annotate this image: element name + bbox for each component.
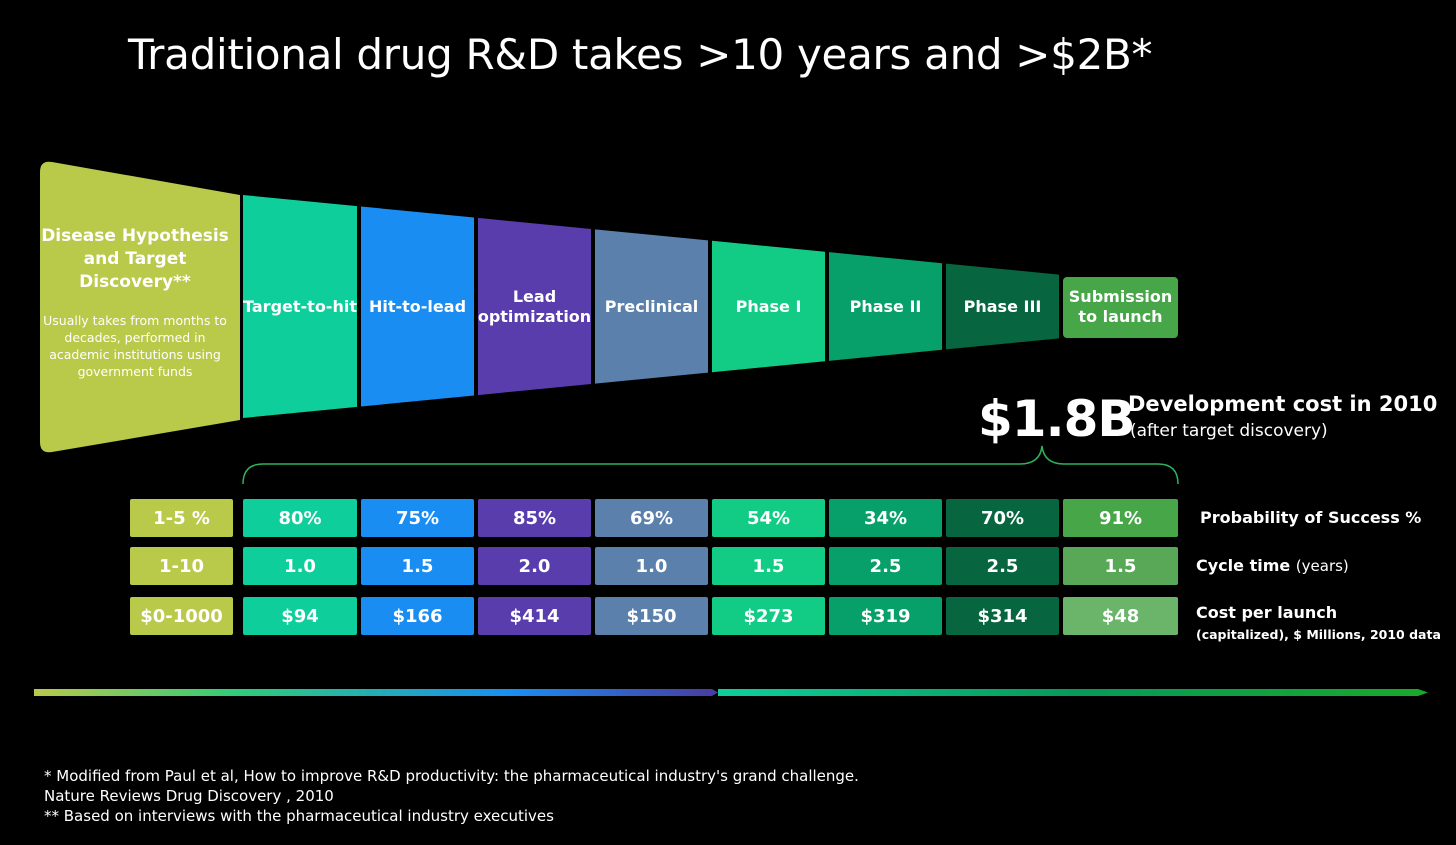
row-label-cycle-time: Cycle time (years) [1196,556,1349,575]
row-label-cycle-time-text: Cycle time [1196,556,1291,575]
funnel-segment-lead-optimization [478,217,591,396]
footnote-3: ** Based on interviews with the pharmace… [44,807,554,825]
cell-preclinical-cycle-time: 1.0 [595,547,708,585]
footnote-1: * Modified from Paul et al, How to impro… [44,767,859,785]
cell-target-to-hit-cost: $94 [243,597,357,635]
cell-phase-ii-cycle-time: 2.5 [829,547,942,585]
footnotes: * Modified from Paul et al, How to impro… [44,766,859,826]
progress-arrow-discovery [34,689,718,696]
cell-phase-iii-probability: 70% [946,499,1059,537]
total-cost-value: $1.8B [978,390,1135,448]
funnel-segment-phase-ii [829,252,942,361]
funnel-segment-discovery [40,161,240,453]
stage-label-phase-i: Phase I [735,297,802,316]
cell-preclinical-probability: 69% [595,499,708,537]
total-cost-note: (after target discovery) [1130,421,1328,441]
row-label-probability: Probability of Success % [1200,508,1422,527]
cell-phase-i-cycle-time: 1.5 [712,547,825,585]
stage-label-lead-optimization: Lead optimization [477,287,592,326]
cell-hit-to-lead-probability: 75% [361,499,474,537]
funnel-segment-preclinical [595,229,708,384]
cell-phase-i-probability: 54% [712,499,825,537]
cell-submission-to-launch-cycle-time: 1.5 [1063,547,1178,585]
cell-phase-ii-probability: 34% [829,499,942,537]
cell-hit-to-lead-cycle-time: 1.5 [361,547,474,585]
funnel-segment-submission-to-launch [1063,277,1178,338]
cell-submission-to-launch-probability: 91% [1063,499,1178,537]
funnel-segment-target-to-hit [243,195,357,418]
cell-target-to-hit-cycle-time: 1.0 [243,547,357,585]
row-label-cycle-time-suffix: (years) [1295,557,1349,575]
stage-label-hit-to-lead: Hit-to-lead [368,297,467,316]
funnel-segment-hit-to-lead [361,206,474,407]
cell-discovery-cost: $0-1000 [130,597,233,635]
cell-phase-iii-cost: $314 [946,597,1059,635]
cell-hit-to-lead-cost: $166 [361,597,474,635]
cell-discovery-cycle-time: 1-10 [130,547,233,585]
cell-phase-i-cost: $273 [712,597,825,635]
funnel-segment-phase-i [712,240,825,373]
cell-target-to-hit-probability: 80% [243,499,357,537]
row-label-cost-sub: (capitalized), $ Millions, 2010 data [1196,627,1441,642]
discovery-note: Usually takes from months to decades, pe… [43,313,227,379]
cell-submission-to-launch-cost: $48 [1063,597,1178,635]
stage-label-submission-to-launch: Submission to launch [1068,287,1173,326]
total-cost-description: Development cost in 2010 [1128,392,1438,416]
discovery-title: Disease Hypothesis and Target Discovery*… [41,226,229,292]
cell-lead-optimization-cost: $414 [478,597,591,635]
stage-label-target-to-hit: Target-to-hit [243,297,357,316]
stage-label-phase-ii: Phase II [849,297,922,316]
funnel-segment-phase-iii [946,263,1059,350]
cell-phase-iii-cycle-time: 2.5 [946,547,1059,585]
progress-arrow-development [718,689,1428,696]
row-label-cost: Cost per launch [1196,603,1338,622]
cell-lead-optimization-cycle-time: 2.0 [478,547,591,585]
cell-phase-ii-cost: $319 [829,597,942,635]
footnote-2: Nature Reviews Drug Discovery , 2010 [44,787,334,805]
discovery-stage: Disease Hypothesis and Target Discovery*… [40,225,230,380]
cell-preclinical-cost: $150 [595,597,708,635]
stage-label-preclinical: Preclinical [604,297,699,316]
cost-bracket [242,445,1179,485]
cell-lead-optimization-probability: 85% [478,499,591,537]
cell-discovery-probability: 1-5 % [130,499,233,537]
page-title: Traditional drug R&D takes >10 years and… [128,30,1153,79]
stage-label-phase-iii: Phase III [963,297,1042,316]
